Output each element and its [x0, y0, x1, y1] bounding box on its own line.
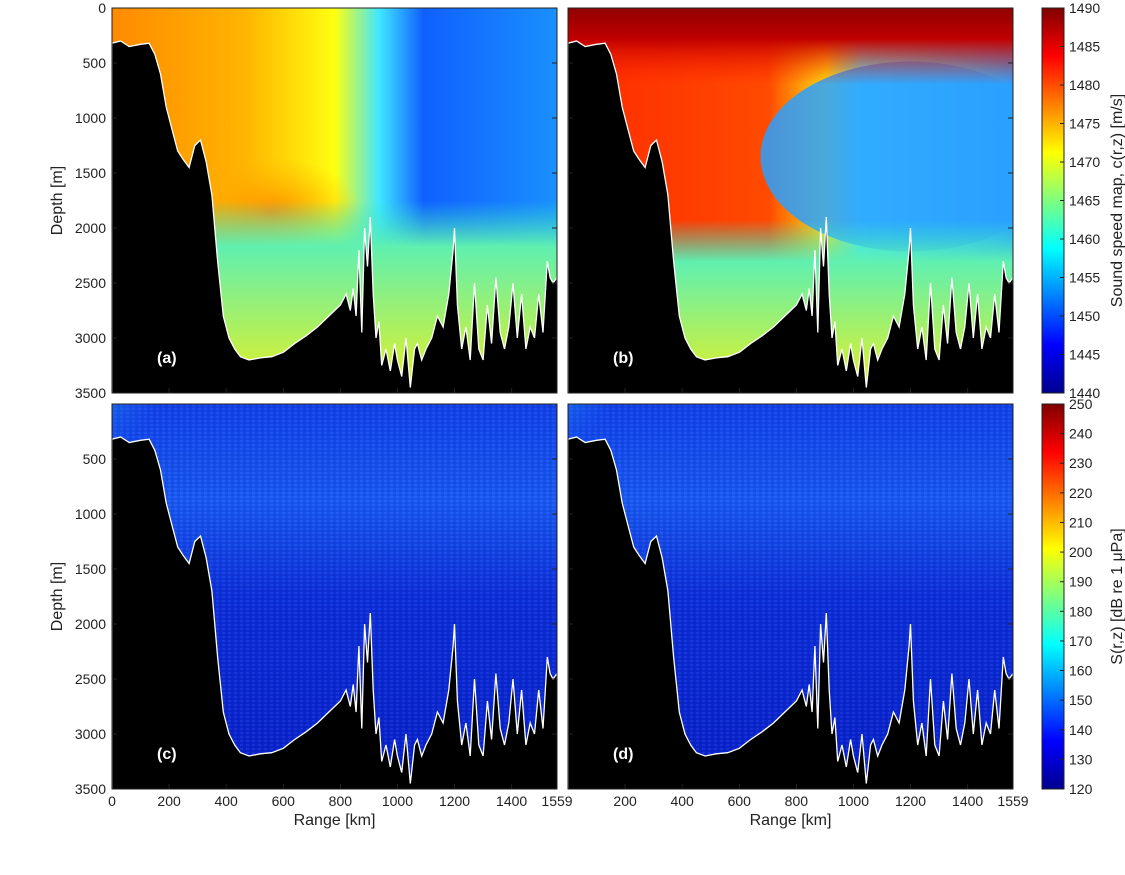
colorbar-bot-tick-190: 190: [1069, 574, 1093, 590]
panel-c-xtick-1000: 1000: [382, 793, 413, 809]
colorbar-bot-tick-120: 120: [1069, 781, 1093, 797]
colorbar-bot-tick-230: 230: [1069, 455, 1093, 471]
colorbar-sensitivity-ticks: 120 130 140 150 160 170 180 190 200 210 220 230 240 2…: [1060, 396, 1093, 797]
panel-b-frame: [567, 7, 1014, 394]
colorbar-top-tick-1465: 1465: [1069, 193, 1100, 209]
colorbar-bot-tick-200: 200: [1069, 544, 1093, 560]
panel-c-ytick-3500: 3500: [75, 781, 106, 797]
colorbar-top-tick-1475: 1475: [1069, 116, 1100, 132]
panel-a-ytick-2500: 2500: [75, 275, 106, 291]
colorbar-top-tick-1450: 1450: [1069, 308, 1100, 324]
colorbar-bot-tick-160: 160: [1069, 663, 1093, 679]
panel-a-ytick-1500: 1500: [75, 165, 106, 181]
colorbar-top-tick-1485: 1485: [1069, 39, 1100, 55]
panel-d-xtick-400: 400: [670, 793, 694, 809]
panel-a-ytick-2000: 2000: [75, 220, 106, 236]
panel-b-seafloor: [568, 40, 1013, 393]
axes-ticks: 0500100015002000250030003500500100015002…: [75, 0, 1029, 809]
colorbar-top-tick-1480: 1480: [1069, 77, 1100, 93]
panel-d-xtick-1000: 1000: [838, 793, 869, 809]
panel-c-ytick-3000: 3000: [75, 726, 106, 742]
colorbar-bot-tick-170: 170: [1069, 633, 1093, 649]
colorbar-sensitivity: 120 130 140 150 160 170 180 190 200 210 220 230 240 2…: [1041, 396, 1125, 797]
panel-d-xtick-1559: 1559: [997, 793, 1028, 809]
panel-b-label: (b): [613, 350, 633, 367]
colorbar-bot-tick-140: 140: [1069, 722, 1093, 738]
panel-c-ytick-1500: 1500: [75, 561, 106, 577]
colorbar-sound-speed: 1440 1445 1450 1455 1460 1465 1470 1475 1480 1485…: [1041, 0, 1125, 401]
panel-c-xtick-0: 0: [108, 793, 116, 809]
colorbar-top-tick-1440: 1440: [1069, 385, 1100, 401]
panel-a-label: (a): [157, 350, 177, 367]
panel-d-sensitivity-heatmap: (d): [567, 403, 1014, 790]
colorbar-top-tick-1490: 1490: [1069, 0, 1100, 16]
panel-c-xtick-1200: 1200: [439, 793, 470, 809]
panel-a-seafloor: [112, 40, 557, 393]
panel-d-frame: [567, 403, 1014, 790]
panel-d-xtick-200: 200: [613, 793, 637, 809]
panel-a-ytick-500: 500: [83, 55, 107, 71]
panel-c-xtick-1400: 1400: [496, 793, 527, 809]
panel-d-label: (d): [613, 746, 633, 763]
colorbar-sensitivity-scale: [1041, 403, 1065, 790]
panel-c-frame: [111, 403, 558, 790]
panel-c-ytick-2000: 2000: [75, 616, 106, 632]
colorbar-bot-tick-250: 250: [1069, 396, 1093, 412]
panel-d-xtick-800: 800: [785, 793, 809, 809]
colorbar-bot-tick-210: 210: [1069, 514, 1093, 530]
panel-a-y-axis-label: Depth [m]: [49, 166, 66, 235]
panel-a-ytick-3000: 3000: [75, 330, 106, 346]
panel-d-xtick-600: 600: [728, 793, 752, 809]
panel-d-xtick-1400: 1400: [952, 793, 983, 809]
colorbar-sound-speed-label: Sound speed map, c(r,z) [m/s]: [1109, 94, 1125, 307]
panel-c-xtick-200: 200: [157, 793, 181, 809]
panel-c-label: (c): [157, 746, 177, 763]
panel-c-xtick-400: 400: [214, 793, 238, 809]
colorbar-top-tick-1470: 1470: [1069, 154, 1100, 170]
panel-d-seafloor: [568, 436, 1013, 789]
panel-c-ytick-500: 500: [83, 451, 107, 467]
panel-c-seafloor: [112, 436, 557, 789]
panel-d-xtick-1200: 1200: [895, 793, 926, 809]
panel-d-x-axis-label: Range [km]: [750, 812, 832, 829]
colorbar-bot-tick-240: 240: [1069, 426, 1093, 442]
panel-a-sound-speed-heatmap: (a): [111, 7, 558, 394]
colorbar-bot-tick-130: 130: [1069, 751, 1093, 767]
colorbar-bot-tick-180: 180: [1069, 603, 1093, 619]
panel-a-ytick-3500: 3500: [75, 385, 106, 401]
panel-c-x-axis-label: Range [km]: [294, 812, 376, 829]
colorbar-sensitivity-label: S(r,z) [dB re 1 μPa]: [1109, 528, 1125, 664]
panel-c-xtick-1559: 1559: [541, 793, 572, 809]
panel-c-sensitivity-heatmap: (c): [111, 403, 558, 790]
colorbar-top-tick-1445: 1445: [1069, 347, 1100, 363]
panel-a-ytick-0: 0: [98, 0, 106, 16]
panel-b-sound-speed-heatmap: (b): [567, 7, 1014, 394]
panel-c-y-axis-label: Depth [m]: [49, 562, 66, 631]
panel-c-xtick-800: 800: [329, 793, 353, 809]
panel-a-frame: [111, 7, 558, 394]
colorbar-top-tick-1455: 1455: [1069, 270, 1100, 286]
colorbar-sound-speed-ticks: 1440 1445 1450 1455 1460 1465 1470 1475 1480 1485…: [1060, 0, 1100, 401]
panel-c-ytick-1000: 1000: [75, 506, 106, 522]
colorbar-top-tick-1460: 1460: [1069, 231, 1100, 247]
panel-c-xtick-600: 600: [272, 793, 296, 809]
colorbar-bot-tick-220: 220: [1069, 485, 1093, 501]
panel-c-ytick-2500: 2500: [75, 671, 106, 687]
panel-a-ytick-1000: 1000: [75, 110, 106, 126]
colorbar-bot-tick-150: 150: [1069, 692, 1093, 708]
